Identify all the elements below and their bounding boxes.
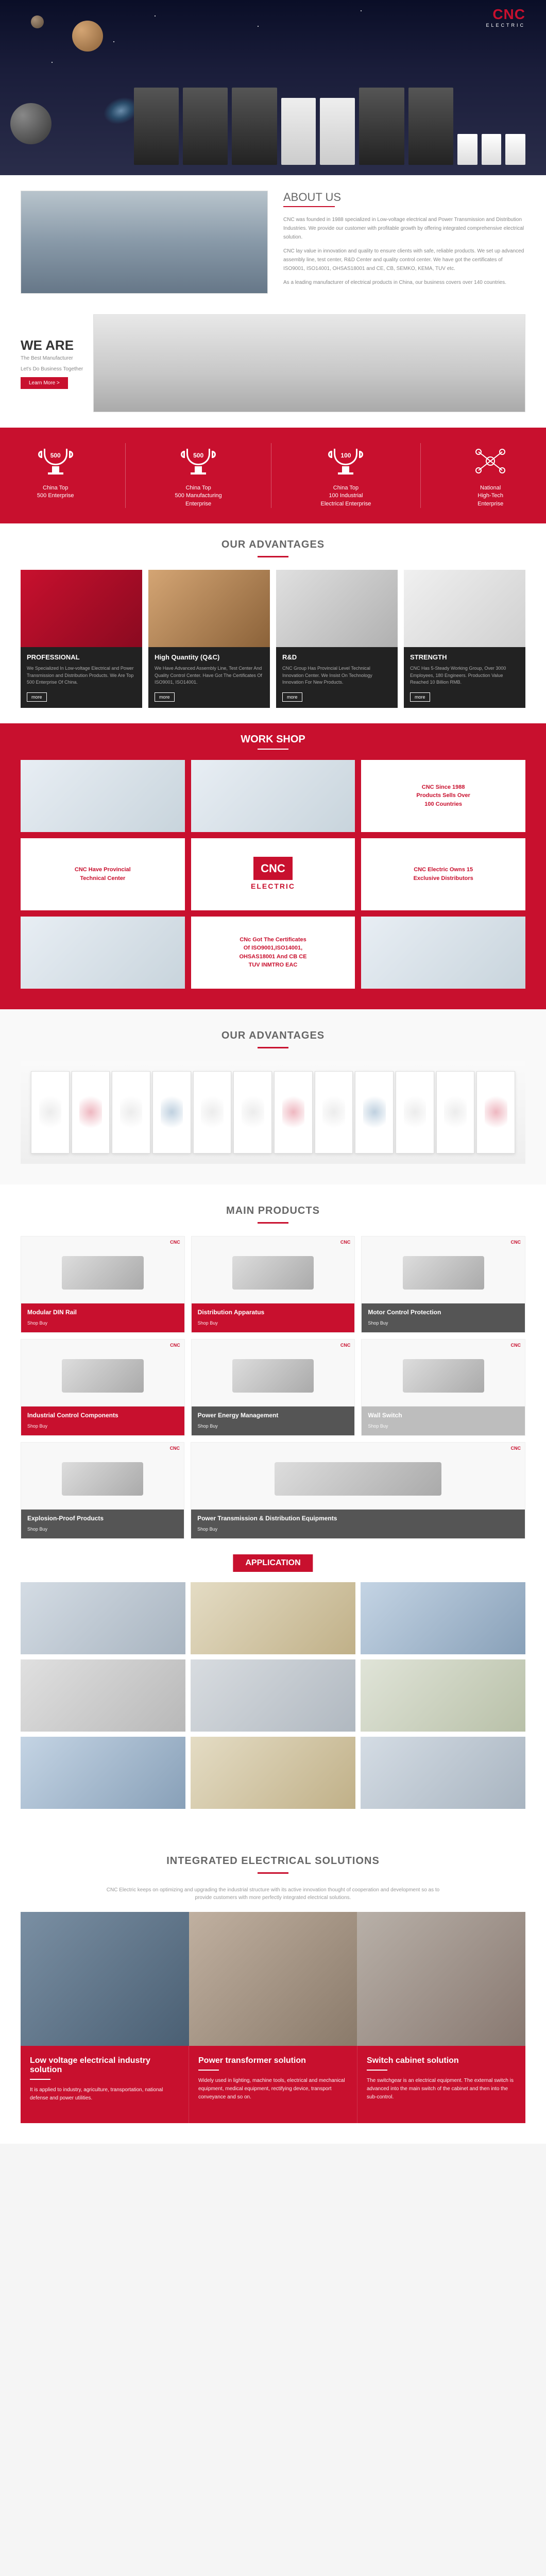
more-link[interactable]: more bbox=[27, 692, 47, 702]
integrated-image bbox=[357, 1912, 525, 2046]
advantage-card: R&DCNC Group Has Provincial Level Techni… bbox=[276, 570, 398, 708]
advantages-title: OUR ADVANTAGES bbox=[0, 523, 546, 556]
badge: 500China Top500 Enterprise bbox=[35, 443, 76, 508]
app-image bbox=[361, 1659, 525, 1732]
product-card[interactable]: Distribution ApparatusShop Buy bbox=[191, 1236, 355, 1333]
main-products-section: MAIN PRODUCTS Modular DIN RailShop BuyDi… bbox=[0, 1184, 546, 1554]
badges-row: 500China Top500 Enterprise 500China Top50… bbox=[0, 428, 546, 523]
badge: 500China Top500 ManufacturingEnterprise bbox=[175, 443, 222, 508]
product-card[interactable]: Wall SwitchShop Buy bbox=[361, 1339, 525, 1436]
app-image bbox=[361, 1737, 525, 1809]
integrated-title: INTEGRATED ELECTRICAL SOLUTIONS bbox=[21, 1840, 525, 1872]
product-card[interactable]: Industrial Control ComponentsShop Buy bbox=[21, 1339, 185, 1436]
hero-banner: CNC ELECTRIC bbox=[0, 0, 546, 175]
about-p2: CNC lay value in innovation and quality … bbox=[283, 247, 525, 273]
brand-logo: CNC ELECTRIC bbox=[492, 6, 525, 23]
product-card[interactable]: Explosion-Proof ProductsShop Buy bbox=[21, 1442, 184, 1539]
integrated-section: INTEGRATED ELECTRICAL SOLUTIONS CNC Elec… bbox=[0, 1824, 546, 2144]
application-section: APPLICATION bbox=[0, 1554, 546, 1824]
app-image bbox=[21, 1582, 185, 1654]
application-title: APPLICATION bbox=[233, 1554, 313, 1572]
workshop-cell bbox=[361, 917, 525, 989]
product-card[interactable]: Power Energy ManagementShop Buy bbox=[191, 1339, 355, 1436]
workshop-cell: CNc Got The CertificatesOf ISO9001,ISO14… bbox=[191, 917, 355, 989]
badge: NationalHigh-TechEnterprise bbox=[470, 443, 511, 508]
product-card[interactable]: Motor Control ProtectionShop Buy bbox=[361, 1236, 525, 1333]
we-are-l2: Let's Do Business Together bbox=[21, 366, 83, 372]
about-p3: As a leading manufacturer of electrical … bbox=[283, 278, 525, 287]
workshop-cell: CNC Since 1988Products Sells Over100 Cou… bbox=[361, 760, 525, 832]
workshop-section: WORK SHOP CNC Since 1988Products Sells O… bbox=[0, 723, 546, 1009]
solution-bar: Switch cabinet solutionThe switchgear is… bbox=[357, 2046, 525, 2123]
solution-bar: Low voltage electrical industry solution… bbox=[21, 2046, 189, 2123]
about-title: ABOUT US bbox=[283, 191, 525, 204]
more-link[interactable]: more bbox=[410, 692, 430, 702]
hero-products bbox=[134, 72, 525, 165]
workshop-cell: CNC Have ProvincialTechnical Center bbox=[21, 838, 185, 910]
we-are-section: WE ARE The Best Manufacturer Let's Do Bu… bbox=[0, 309, 546, 428]
about-image bbox=[21, 191, 268, 294]
advantage-card: STRENGTHCNC Has 5-Steady Working Group, … bbox=[404, 570, 525, 708]
workshop-cell: CNC Electric Owns 15Exclusive Distributo… bbox=[361, 838, 525, 910]
workshop-cell bbox=[21, 760, 185, 832]
more-link[interactable]: more bbox=[282, 692, 302, 702]
we-are-l1: The Best Manufacturer bbox=[21, 355, 83, 361]
integrated-sub: CNC Electric keeps on optimizing and upg… bbox=[98, 1886, 448, 1902]
app-image bbox=[191, 1737, 355, 1809]
we-are-title: WE ARE bbox=[21, 337, 83, 353]
integrated-image bbox=[21, 1912, 189, 2046]
about-p1: CNC was founded in 1988 specialized in L… bbox=[283, 215, 525, 242]
integrated-image bbox=[189, 1912, 357, 2046]
advantage-card: PROFESSIONALWe Specialized In Low-voltag… bbox=[21, 570, 142, 708]
app-image bbox=[21, 1737, 185, 1809]
badge: 100China Top100 IndustrialElectrical Ent… bbox=[321, 443, 371, 508]
main-products-title: MAIN PRODUCTS bbox=[21, 1190, 525, 1222]
app-image bbox=[191, 1659, 355, 1732]
app-image bbox=[21, 1659, 185, 1732]
app-image bbox=[361, 1582, 525, 1654]
learn-more-button[interactable]: Learn More > bbox=[21, 377, 68, 389]
workshop-cell bbox=[21, 917, 185, 989]
product-card[interactable]: Modular DIN RailShop Buy bbox=[21, 1236, 185, 1333]
solution-bar: Power transformer solutionWidely used in… bbox=[189, 2046, 357, 2123]
workshop-cell: CNCELECTRIC bbox=[191, 838, 355, 910]
about-section: ABOUT US CNC was founded in 1988 special… bbox=[0, 175, 546, 309]
advantage-card: High Quantity (Q&C)We Have Advanced Asse… bbox=[148, 570, 270, 708]
workshop-cell bbox=[191, 760, 355, 832]
we-are-image bbox=[93, 314, 525, 412]
certs-section: OUR ADVANTAGES bbox=[0, 1009, 546, 1184]
app-image bbox=[191, 1582, 355, 1654]
more-link[interactable]: more bbox=[155, 692, 175, 702]
advantages-grid: PROFESSIONALWe Specialized In Low-voltag… bbox=[0, 570, 546, 723]
certs-title: OUR ADVANTAGES bbox=[21, 1014, 525, 1047]
workshop-title: WORK SHOP bbox=[21, 734, 525, 745]
product-card[interactable]: Power Transmission & Distribution Equipm… bbox=[191, 1442, 525, 1539]
